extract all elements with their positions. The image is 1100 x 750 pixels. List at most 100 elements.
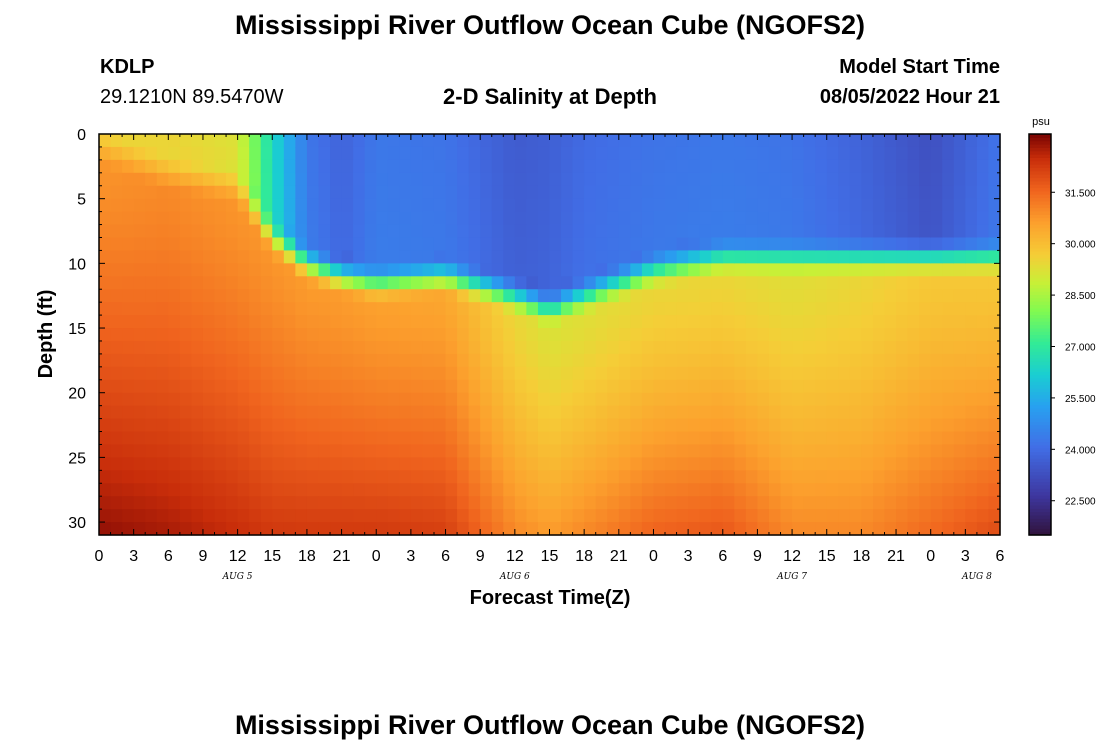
heatmap-cell xyxy=(503,276,516,290)
heatmap-cell xyxy=(849,172,862,187)
heatmap-cell xyxy=(607,250,620,264)
colorbar-segment xyxy=(1029,287,1051,292)
heatmap-cell xyxy=(179,159,193,174)
heatmap-cell xyxy=(399,134,412,148)
heatmap-cell xyxy=(711,405,724,420)
heatmap-cell xyxy=(849,289,862,303)
heatmap-cell xyxy=(953,522,966,536)
heatmap-cell xyxy=(803,263,816,277)
heatmap-cell xyxy=(953,302,966,316)
heatmap-cell xyxy=(757,134,770,148)
heatmap-cell xyxy=(122,405,135,420)
heatmap-cell xyxy=(179,496,193,510)
heatmap-cell xyxy=(353,328,366,342)
heatmap-cell xyxy=(757,444,770,458)
heatmap-cell xyxy=(110,353,123,368)
heatmap-cell xyxy=(549,224,562,239)
heatmap-cell xyxy=(318,496,331,510)
heatmap-cell xyxy=(491,509,504,523)
heatmap-cell xyxy=(480,172,493,187)
heatmap-cell xyxy=(722,444,735,458)
heatmap-cell xyxy=(965,405,978,420)
heatmap-cell xyxy=(815,146,828,161)
heatmap-cell xyxy=(526,366,539,381)
heatmap-cell xyxy=(445,198,458,213)
heatmap-cell xyxy=(618,457,631,471)
heatmap-cell xyxy=(849,328,862,342)
heatmap-cell xyxy=(376,418,389,433)
heatmap-cell xyxy=(965,431,978,446)
heatmap-cell xyxy=(491,276,504,290)
heatmap-cell xyxy=(306,418,320,433)
heatmap-cell xyxy=(179,315,193,329)
heatmap-cell xyxy=(688,146,701,161)
heatmap-cell xyxy=(457,302,470,316)
heatmap-cell xyxy=(953,379,966,394)
heatmap-cell xyxy=(526,496,539,510)
heatmap-cell xyxy=(133,185,146,200)
heatmap-cell xyxy=(965,172,978,187)
heatmap-cell xyxy=(988,146,1001,161)
heatmap-cell xyxy=(780,328,793,342)
heatmap-cell xyxy=(491,302,504,316)
heatmap-cell xyxy=(133,263,146,277)
heatmap-cell xyxy=(665,289,678,303)
heatmap-cell xyxy=(988,353,1001,368)
heatmap-cell xyxy=(803,134,816,148)
heatmap-cell xyxy=(260,444,273,458)
heatmap-cell xyxy=(688,340,701,355)
heatmap-cell xyxy=(526,211,539,226)
heatmap-cell xyxy=(99,185,112,200)
heatmap-cell xyxy=(214,418,227,433)
heatmap-cell xyxy=(306,522,320,536)
heatmap-cell xyxy=(561,263,574,277)
heatmap-cell xyxy=(815,353,828,368)
heatmap-cell xyxy=(641,509,655,523)
heatmap-cell xyxy=(491,224,504,239)
heatmap-cell xyxy=(722,237,735,252)
heatmap-cell xyxy=(653,379,666,394)
heatmap-cell xyxy=(988,431,1001,446)
heatmap-cell xyxy=(99,366,112,381)
heatmap-cell xyxy=(757,146,770,161)
heatmap-cell xyxy=(930,134,943,148)
heatmap-cell xyxy=(711,470,724,484)
heatmap-cell xyxy=(572,496,585,510)
heatmap-cell xyxy=(330,496,343,510)
heatmap-cell xyxy=(953,353,966,368)
heatmap-cell xyxy=(295,509,308,523)
heatmap-cell xyxy=(214,224,227,239)
heatmap-cell xyxy=(295,457,308,471)
heatmap-cell xyxy=(549,522,562,536)
heatmap-cell xyxy=(561,431,574,446)
heatmap-cell xyxy=(653,289,666,303)
heatmap-cell xyxy=(457,237,470,252)
heatmap-cell xyxy=(653,444,666,458)
heatmap-cell xyxy=(641,134,655,148)
heatmap-cell xyxy=(283,405,296,420)
colorbar-segment xyxy=(1029,244,1051,249)
heatmap-cell xyxy=(191,289,204,303)
heatmap-cell xyxy=(110,340,123,355)
heatmap-cell xyxy=(306,405,320,420)
heatmap-cell xyxy=(179,237,193,252)
heatmap-cell xyxy=(780,522,793,536)
heatmap-cell xyxy=(826,392,839,407)
heatmap-cell xyxy=(561,328,574,342)
heatmap-cell xyxy=(988,379,1001,394)
heatmap-cell xyxy=(202,224,216,239)
heatmap-cell xyxy=(618,470,631,484)
heatmap-cell xyxy=(988,159,1001,174)
heatmap-cell xyxy=(422,392,435,407)
heatmap-cell xyxy=(930,302,943,316)
heatmap-cell xyxy=(665,496,678,510)
heatmap-cell xyxy=(491,457,504,471)
heatmap-cell xyxy=(826,522,839,536)
heatmap-cell xyxy=(896,392,909,407)
heatmap-cell xyxy=(549,237,562,252)
heatmap-cell xyxy=(561,457,574,471)
colorbar-segment xyxy=(1029,494,1051,499)
heatmap-cell xyxy=(133,405,146,420)
heatmap-cell xyxy=(526,328,539,342)
heatmap-cell xyxy=(780,134,793,148)
